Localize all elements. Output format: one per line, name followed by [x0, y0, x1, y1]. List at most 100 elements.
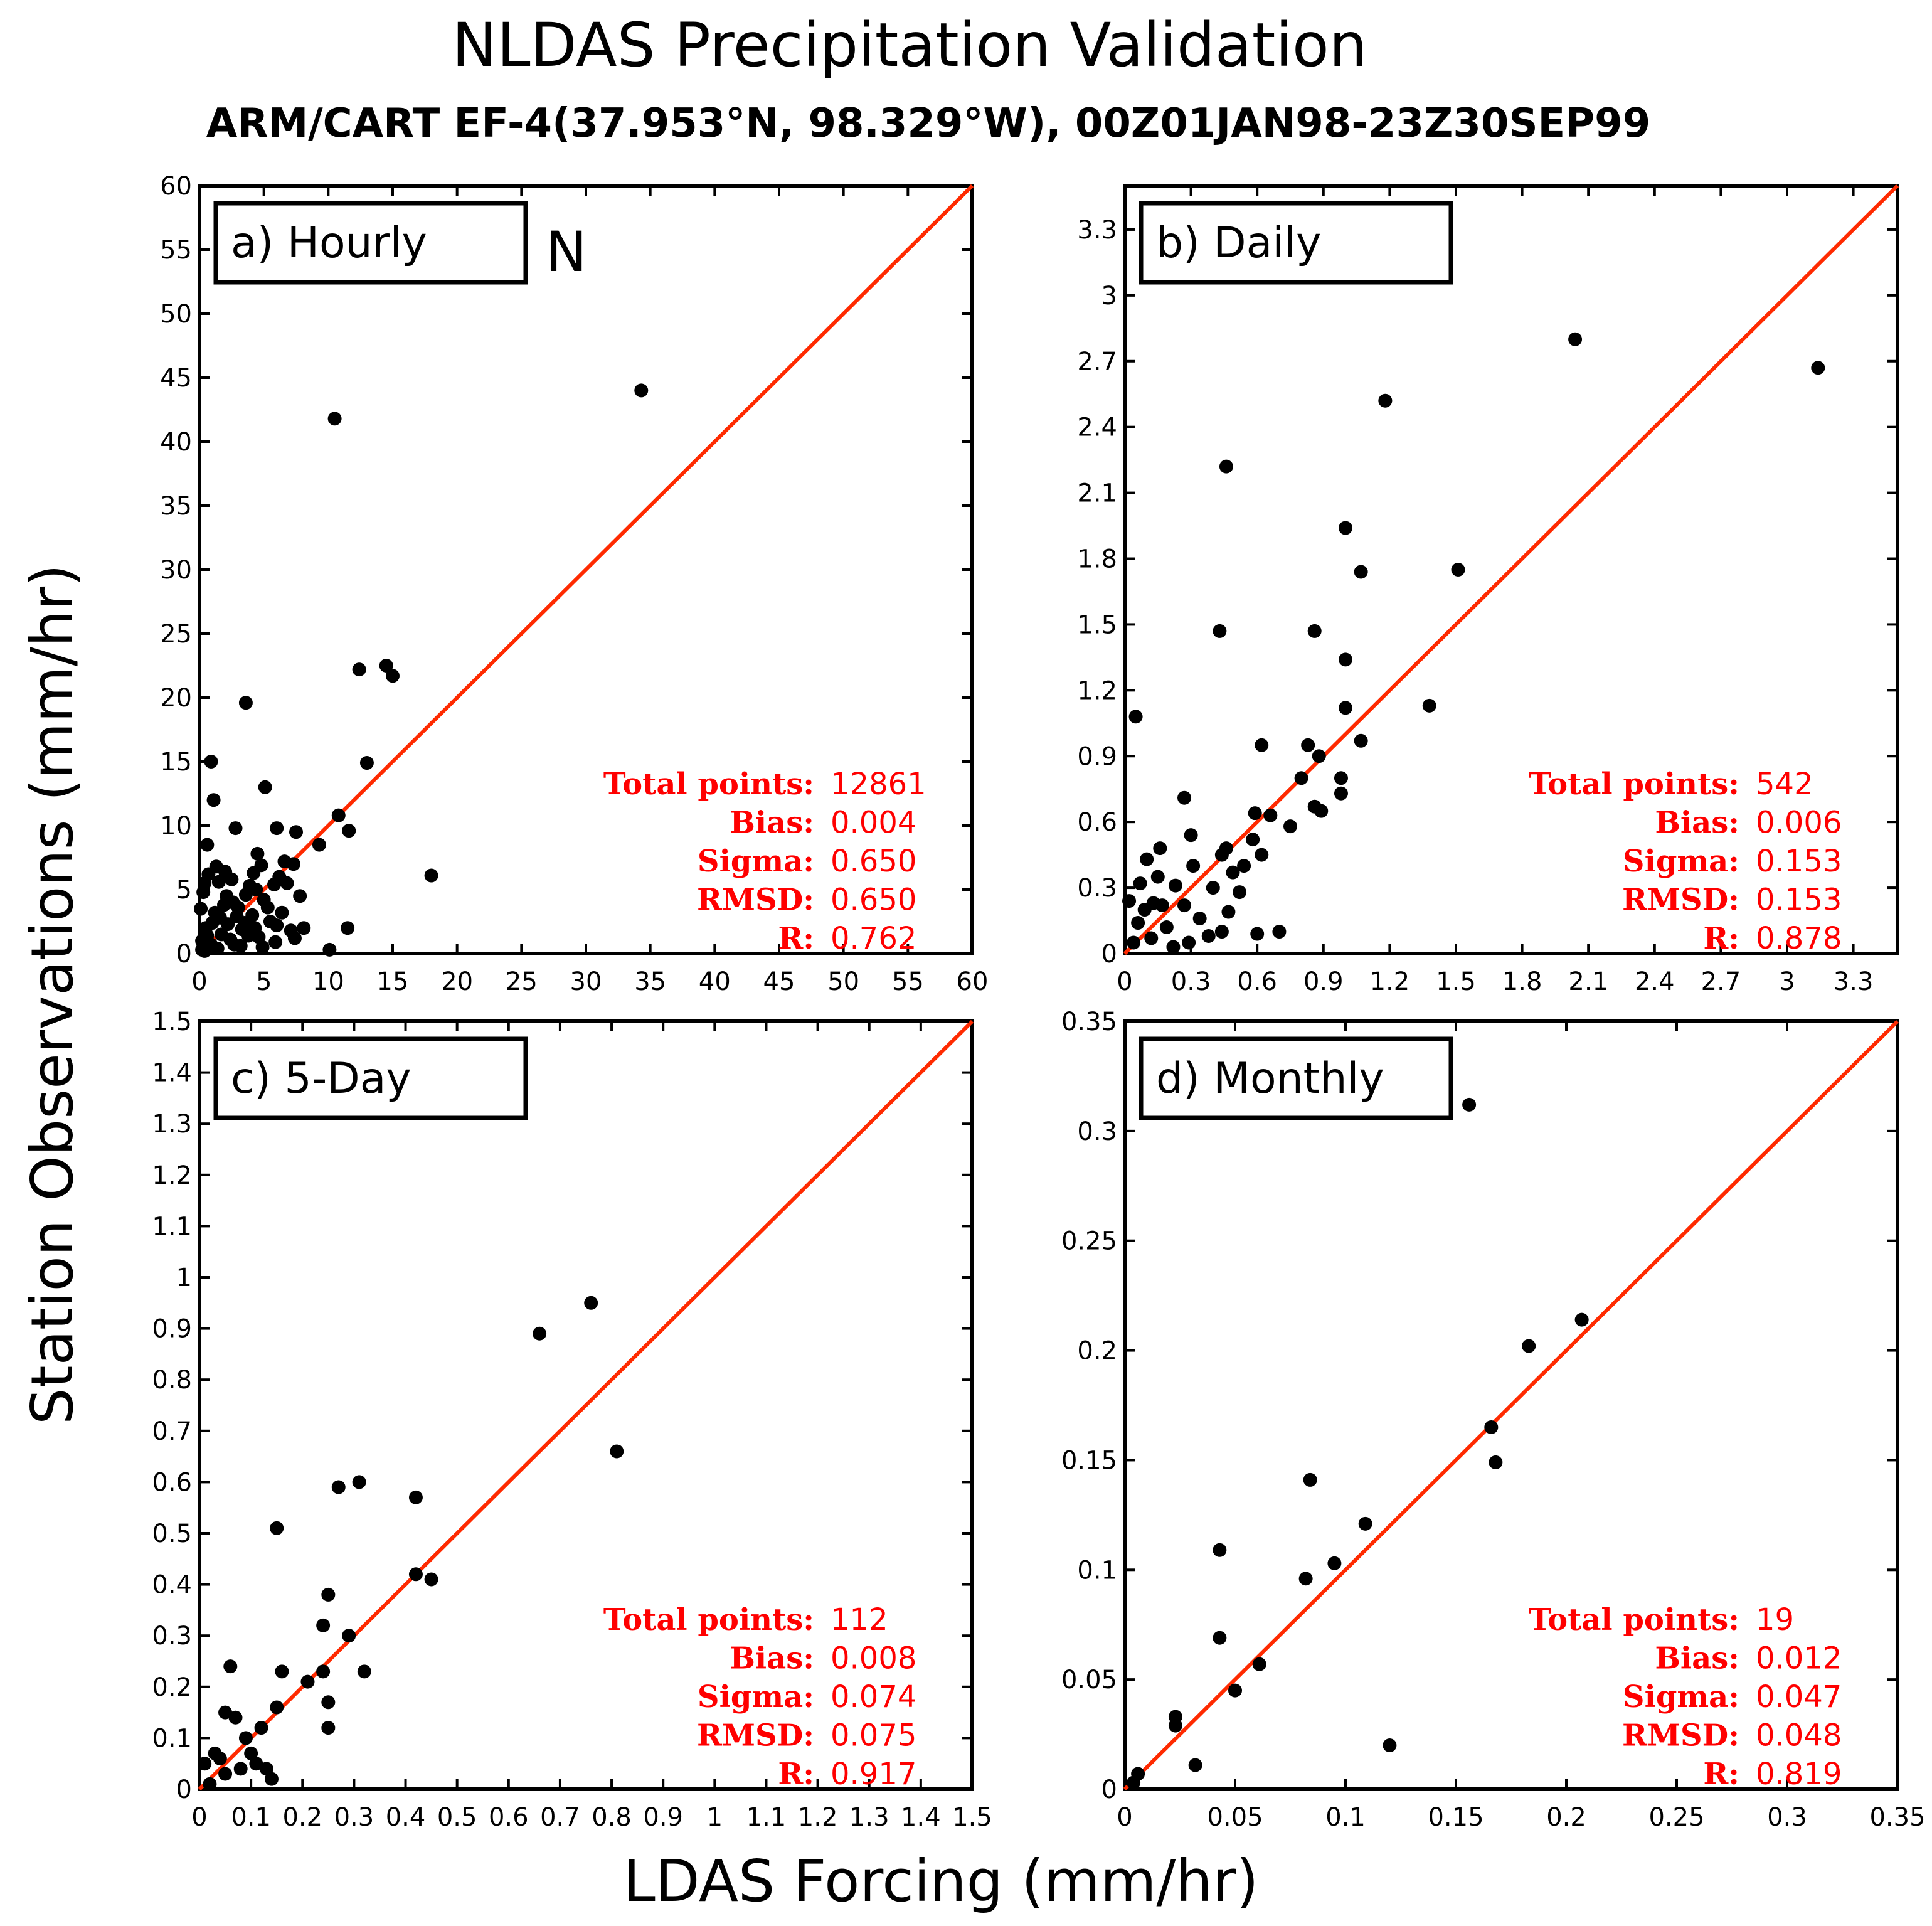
stat-label: RMSD:: [697, 1718, 814, 1753]
y-tick-label: 40: [160, 428, 192, 457]
scatter-point: [254, 858, 268, 873]
y-tick-label: 0.6: [152, 1468, 192, 1497]
scatter-point: [275, 1664, 289, 1679]
scatter-point: [379, 659, 393, 673]
x-tick-label: 1.1: [746, 1803, 787, 1832]
x-tick-label: 0.6: [1237, 967, 1277, 996]
x-tick-label: 0: [1117, 967, 1132, 996]
scatter-point: [1213, 624, 1227, 638]
scatter-point: [1522, 1339, 1536, 1353]
scatter-point: [386, 669, 400, 683]
x-tick-label: 10: [312, 967, 344, 996]
x-tick-label: 0.35: [1869, 1803, 1925, 1832]
scatter-point: [270, 918, 284, 933]
scatter-point: [206, 793, 221, 807]
y-tick-label: 25: [160, 620, 192, 649]
y-tick-label: 1.5: [1077, 610, 1117, 639]
scatter-point: [357, 1664, 371, 1679]
scatter-point: [200, 838, 215, 852]
scatter-point: [424, 868, 438, 883]
x-tick-label: 0.3: [1171, 967, 1211, 996]
scatter-point: [1144, 931, 1159, 945]
panel-a-annotation: N: [546, 220, 587, 284]
scatter-point: [1358, 1516, 1372, 1531]
panel-c-frame: [198, 1019, 974, 1791]
stat-value: 0.819: [1756, 1757, 1842, 1792]
scatter-point: [226, 895, 240, 910]
y-tick-label: 3: [1101, 282, 1117, 311]
scatter-point: [1451, 563, 1465, 577]
y-tick-label: 0.9: [1077, 742, 1117, 771]
y-tick-label: 0.6: [1077, 808, 1117, 837]
scatter-point: [1252, 1657, 1266, 1671]
scatter-point: [1354, 565, 1368, 579]
scatter-point: [1250, 927, 1265, 941]
y-tick-label: 60: [160, 172, 192, 201]
scatter-point: [270, 1521, 284, 1535]
scatter-point: [1233, 885, 1247, 900]
scatter-point: [213, 1752, 227, 1766]
x-tick-label: 2.4: [1635, 967, 1675, 996]
x-tick-label: 1: [707, 1803, 723, 1832]
scatter-point: [258, 780, 272, 794]
x-tick-label: 1.5: [1436, 967, 1476, 996]
stat-value: 0.153: [1756, 844, 1842, 879]
scatter-point: [1166, 940, 1181, 954]
x-tick-label: 0.6: [489, 1803, 529, 1832]
y-tick-label: 0.9: [152, 1315, 192, 1344]
scatter-point: [1294, 771, 1308, 785]
stat-label: Total points:: [603, 767, 814, 802]
scatter-point: [408, 1567, 423, 1582]
scatter-point: [1213, 1631, 1227, 1645]
scatter-point: [244, 1746, 258, 1760]
scatter-point: [1168, 1718, 1182, 1733]
scatter-point: [1127, 935, 1141, 950]
scatter-point: [322, 942, 337, 957]
scatter-panels: 0 5 10 15 20 25 30 35 40 45 50 55 600510152025303540…: [152, 172, 1925, 1832]
scatter-point: [1184, 828, 1198, 843]
scatter-point: [1127, 1775, 1141, 1790]
x-tick-label: 2.7: [1701, 967, 1741, 996]
stat-value: 0.048: [1756, 1718, 1842, 1753]
x-tick-label: 0.3: [334, 1803, 374, 1832]
scatter-point: [1177, 790, 1192, 805]
stat-label: Sigma:: [1623, 844, 1739, 879]
scatter-point: [218, 1705, 233, 1720]
x-tick-label: 0.1: [231, 1803, 271, 1832]
scatter-point: [1301, 738, 1315, 752]
y-tick-label: 0.3: [152, 1622, 192, 1651]
x-tick-label: 0.2: [282, 1803, 322, 1832]
scatter-point: [1214, 925, 1229, 939]
x-tick-label: 0.8: [592, 1803, 632, 1832]
y-tick-label: 0.2: [1077, 1337, 1117, 1366]
panel-c: 0 0.1 0.2 0.3 0.4 0.5 0.6 0.7 0.8 0.9 1 1.1 1.2 1.3 1.…: [152, 1008, 992, 1832]
scatter-point: [610, 1444, 624, 1459]
scatter-point: [1574, 1312, 1589, 1327]
stat-value: 0.153: [1756, 883, 1842, 918]
scatter-point: [1283, 819, 1297, 834]
scatter-point: [1255, 848, 1269, 862]
stat-label: Bias:: [1655, 1641, 1739, 1676]
y-tick-label: 0.1: [1077, 1556, 1117, 1585]
scatter-point: [1334, 786, 1348, 801]
scatter-point: [1303, 1472, 1317, 1487]
scatter-point: [203, 1777, 217, 1791]
scatter-point: [327, 412, 342, 426]
x-tick-label: 0.05: [1207, 1803, 1263, 1832]
x-tick-label: 0.25: [1648, 1803, 1704, 1832]
x-tick-label: 1.5: [952, 1803, 992, 1832]
scatter-point: [237, 916, 252, 930]
scatter-point: [1150, 870, 1165, 884]
stat-label: Total points:: [1529, 767, 1739, 802]
scatter-point: [1378, 393, 1393, 408]
stat-label: Sigma:: [1623, 1679, 1739, 1715]
stat-label: Sigma:: [698, 1679, 814, 1715]
scatter-point: [280, 876, 294, 890]
scatter-point: [1177, 898, 1192, 913]
x-tick-label: 3.3: [1834, 967, 1874, 996]
scatter-point: [1334, 771, 1348, 785]
scatter-point: [1122, 894, 1137, 908]
scatter-point: [359, 756, 374, 770]
scatter-point: [1339, 521, 1352, 535]
x-tick-label: 1.8: [1502, 967, 1542, 996]
